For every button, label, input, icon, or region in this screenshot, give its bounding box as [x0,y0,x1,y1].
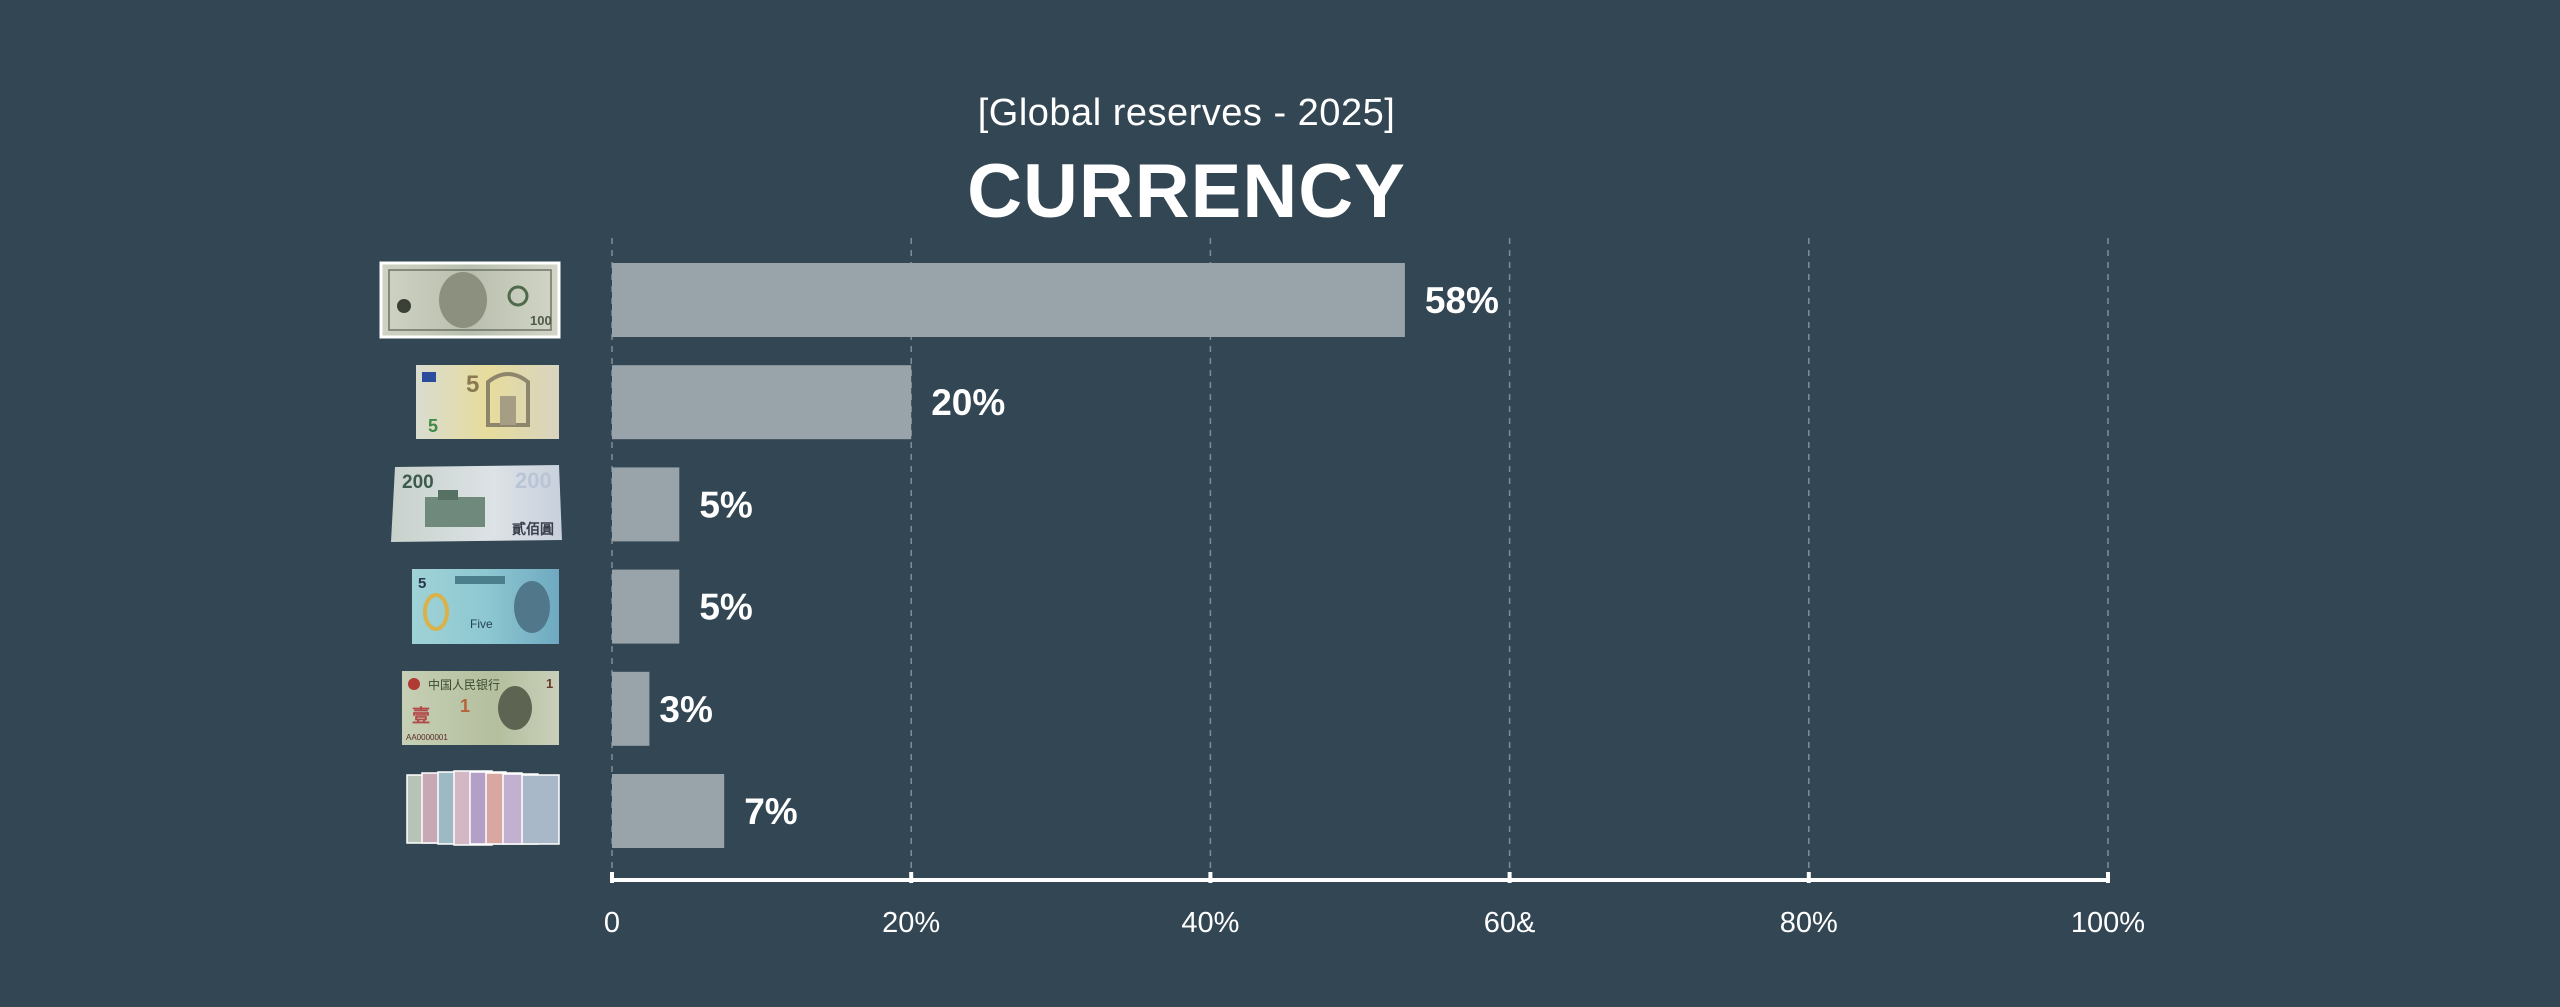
other-currencies-banknotes-icon [406,770,560,846]
svg-text:壹: 壹 [412,706,430,726]
svg-text:200: 200 [515,468,552,493]
x-tick-label-3: 60& [1484,907,1536,939]
x-tick-label-4: 80% [1780,907,1838,939]
x-tick-label-0: 0 [604,907,620,939]
bar-taiwan-dollar-banknote [612,467,680,542]
x-tick-label-2: 40% [1181,907,1239,939]
value-label-other-currencies-banknotes: 7% [744,791,797,832]
euro-banknote-icon: 5 5 [416,365,559,439]
value-label-taiwan-dollar-banknote: 5% [699,484,752,525]
svg-text:Five: Five [470,617,493,631]
svg-text:1: 1 [460,696,470,716]
svg-text:5: 5 [418,575,426,592]
value-labels: 58% 20% 5% 5% 3% 7% [659,280,1499,832]
x-axis [610,872,2110,883]
svg-text:200: 200 [402,472,434,493]
value-label-chinese-yuan-banknote: 3% [659,689,712,730]
chart-title: CURRENCY [967,149,1406,234]
bar-us-dollar-banknote [612,263,1405,337]
svg-text:貳佰圓: 貳佰圓 [512,521,554,537]
svg-text:中国人民银行: 中国人民银行 [428,677,500,692]
bar-chinese-yuan-banknote [612,671,650,746]
bar-other-currencies-banknotes [612,774,725,848]
x-tick-labels: 0 20% 40% 60& 80% 100% [604,907,2145,939]
pound-sterling-banknote-icon: 5 Five [412,569,559,644]
value-label-euro-banknote: 20% [931,382,1005,423]
chart-subtitle: [Global reserves - 2025] [977,92,1396,134]
x-tick-label-5: 100% [2071,907,2145,939]
us-dollar-banknote-icon: 100 [379,261,561,339]
chinese-yuan-banknote-icon: 中国人民银行 1 1 壹 AA0000001 [402,671,559,745]
bars [612,263,1405,848]
svg-text:1: 1 [546,676,553,691]
value-label-pound-sterling-banknote: 5% [699,587,752,628]
bar-euro-banknote [612,365,912,440]
taiwan-dollar-banknote-icon: 200 200 貳佰圓 [391,465,562,542]
svg-text:100: 100 [530,313,552,328]
svg-text:5: 5 [428,416,438,436]
svg-text:5: 5 [466,371,479,398]
x-tick-label-1: 20% [882,907,940,939]
svg-text:AA0000001: AA0000001 [406,733,448,742]
bar-pound-sterling-banknote [612,569,680,644]
value-label-us-dollar-banknote: 58% [1425,280,1499,321]
